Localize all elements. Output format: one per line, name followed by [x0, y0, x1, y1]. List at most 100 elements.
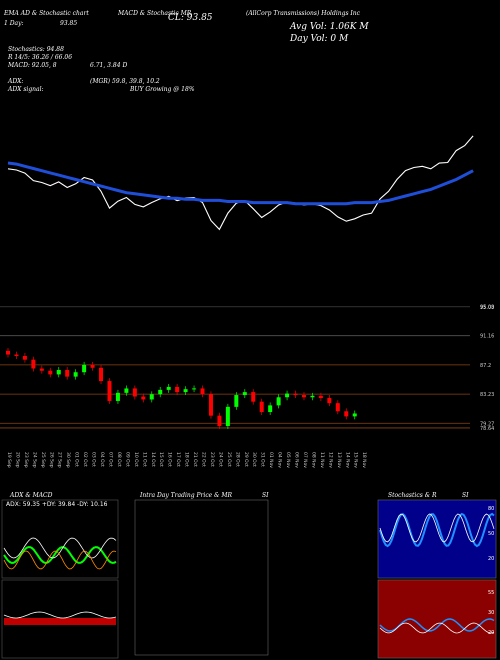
price-level-label: 79.27: [480, 421, 494, 427]
candle-body: [259, 401, 264, 412]
stoch-tick: 20: [488, 556, 494, 562]
x-tick-label: 16 Oct: [167, 452, 173, 467]
price-level-label: 95.09: [480, 305, 494, 311]
candle-body: [251, 392, 256, 402]
candle-body: [6, 350, 10, 355]
x-tick-label: 27 Sep: [57, 452, 63, 468]
header-mid: MACD & Stochastic MR: [118, 10, 192, 17]
candle-body: [318, 395, 323, 398]
x-tick-label: 25 Sep: [40, 452, 46, 468]
adx-mgr: (MGR) 59.8, 39.8, 10.2: [90, 78, 160, 85]
candle-body: [39, 368, 44, 371]
header-left: EMA AD & Stochastic chart: [4, 10, 89, 17]
x-tick-label: 07 Nov: [302, 452, 308, 468]
price-level-label: 83.23: [480, 392, 494, 398]
stoch-tick: 50: [488, 531, 494, 537]
x-tick-label: 28 Oct: [234, 452, 240, 467]
candle-body: [208, 394, 213, 416]
x-tick-label: 08 Oct: [116, 452, 122, 467]
x-tick-label: 29 Oct: [243, 452, 249, 467]
x-tick-label: 31 Oct: [260, 452, 266, 467]
x-tick-label: 15 Oct: [158, 452, 164, 467]
candle-body: [352, 413, 357, 417]
candle-body: [48, 370, 53, 375]
x-tick-label: 22 Oct: [201, 452, 207, 467]
macd-histogram: [4, 618, 116, 625]
x-tick-label: 15 Nov: [353, 452, 359, 468]
day-label: 1 Day:: [4, 20, 24, 27]
x-tick-label: 17 Oct: [175, 452, 181, 467]
adx-panel-title: ADX & MACD: [10, 492, 53, 499]
x-tick-label: 14 Nov: [344, 452, 350, 468]
adx-signal: ADX signal:: [8, 86, 44, 93]
buy-signal: BUY Growing @ 18%: [130, 86, 195, 93]
candle-body: [22, 356, 27, 360]
rsi-white-line: [379, 622, 495, 634]
candle-body: [166, 386, 171, 390]
candle-body: [73, 372, 78, 377]
x-tick-label: 08 Nov: [310, 452, 316, 468]
candle-body: [132, 388, 137, 397]
price-label: CL: 93.85: [168, 13, 213, 23]
candle-body: [107, 381, 112, 401]
candle-body: [276, 397, 281, 406]
stoch-panel: [377, 499, 497, 579]
x-tick-label: 23 Oct: [209, 452, 215, 467]
rsi-panel: [377, 579, 497, 659]
header-stock: (AllCorp Transmissions) Holdings Inc: [246, 10, 361, 17]
candle-body: [99, 367, 104, 382]
x-tick-label: 19 Sep: [6, 452, 12, 468]
candle-body: [90, 364, 95, 368]
x-tick-label: 24 Sep: [31, 452, 37, 468]
x-tick-label: 03 Oct: [91, 452, 97, 467]
candle-body: [56, 370, 61, 375]
stoch-si: SI: [462, 492, 469, 499]
candle-body: [158, 389, 163, 395]
x-tick-label: 05 Nov: [285, 452, 291, 468]
avg-vol: Avg Vol: 1.06K M: [290, 22, 369, 32]
x-tick-label: 11 Oct: [141, 452, 147, 467]
adx-panel: [1, 499, 119, 579]
candle-body: [293, 393, 298, 396]
candle-body: [200, 388, 205, 395]
candle-body: [14, 354, 19, 356]
x-tick-label: 30 Oct: [251, 452, 257, 467]
intraday-panel: [134, 499, 269, 656]
candle-body: [65, 370, 70, 377]
intraday-si: SI: [262, 492, 269, 499]
rsi-tick: 30: [488, 610, 494, 616]
stoch-panel-title: Stochastics & R: [388, 492, 437, 499]
x-tick-label: 12 Nov: [327, 452, 333, 468]
candle-body: [310, 395, 315, 398]
r-text: R 14/5: 36.26 / 66.06: [8, 54, 73, 61]
x-tick-label: 30 Sep: [65, 452, 71, 468]
x-tick-label: 24 Oct: [217, 452, 223, 467]
stochastics-text: Stochastics: 94.88: [8, 46, 64, 53]
x-tick-label: 14 Oct: [150, 452, 156, 467]
candle-body: [344, 411, 349, 417]
adx-values: ADX: 59.35 +DY: 39.84 -DY: 10.16: [6, 501, 108, 508]
x-tick-label: 18 Nov: [361, 452, 367, 468]
x-tick-label: 23 Sep: [23, 452, 29, 468]
candle-body: [82, 364, 87, 373]
x-tick-label: 21 Oct: [192, 452, 198, 467]
candle-body: [31, 359, 36, 369]
stoch-blue-line: [379, 512, 495, 548]
x-tick-label: 09 Oct: [124, 452, 130, 467]
price-level-label: 78.64: [480, 426, 494, 432]
candle-body: [149, 394, 154, 400]
price-level-label: 91.16: [480, 334, 494, 340]
x-tick-label: 11 Nov: [319, 452, 325, 468]
candle-body: [141, 396, 146, 400]
x-tick-label: 10 Oct: [133, 452, 139, 467]
candle-body: [327, 398, 332, 404]
x-tick-label: 26 Sep: [48, 452, 54, 468]
candle-body: [268, 405, 273, 412]
price-level-label: 87.2: [480, 363, 491, 369]
x-tick-label: 04 Nov: [277, 452, 283, 468]
candle-body: [301, 395, 306, 398]
x-tick-label: 20 Sep: [14, 452, 20, 468]
day-vol: Day Vol: 0 M: [290, 34, 349, 44]
